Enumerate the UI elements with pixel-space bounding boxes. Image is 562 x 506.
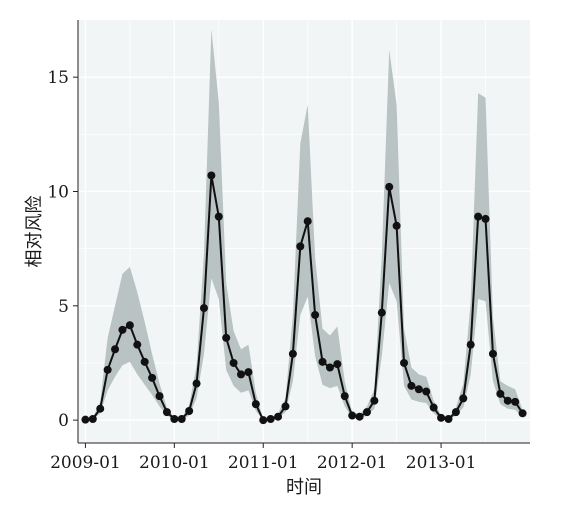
y-axis-title: 相对风险 — [24, 196, 45, 268]
axes-layer — [73, 20, 530, 448]
data-point — [474, 212, 483, 221]
data-point — [414, 385, 423, 394]
data-point — [518, 409, 527, 418]
data-point — [237, 370, 246, 379]
data-point — [155, 392, 164, 401]
data-point — [385, 182, 394, 191]
tick-labels: 0 5 10 15 2009-01 2010-01 2011-01 2012-01 2013-0… — [47, 68, 476, 473]
data-point — [133, 340, 142, 349]
data-point — [488, 349, 497, 358]
data-point — [103, 365, 112, 374]
x-tick-label: 2010-01 — [139, 453, 210, 473]
data-point — [214, 212, 223, 221]
data-point — [407, 381, 416, 390]
data-point — [400, 358, 409, 367]
data-point — [244, 368, 253, 377]
data-point — [185, 406, 194, 415]
data-point — [259, 416, 268, 425]
data-point — [377, 308, 386, 317]
data-point — [303, 217, 312, 226]
data-point — [251, 400, 260, 409]
data-point — [125, 321, 134, 330]
x-tick-label: 2009-01 — [50, 453, 121, 473]
data-point — [348, 411, 357, 420]
data-point — [311, 310, 320, 319]
data-point — [148, 373, 157, 382]
data-point — [422, 387, 431, 396]
data-point — [355, 412, 364, 421]
data-point — [296, 242, 305, 251]
data-point — [281, 402, 290, 411]
data-point — [96, 404, 105, 413]
data-point — [444, 414, 453, 423]
data-point — [199, 304, 208, 313]
data-point — [162, 408, 171, 417]
data-point — [266, 414, 275, 423]
y-tick-label: 10 — [47, 182, 69, 202]
data-point — [81, 415, 90, 424]
data-point — [111, 345, 120, 354]
x-axis-title: 时间 — [286, 477, 322, 498]
x-tick-label: 2013-01 — [406, 453, 477, 473]
data-point — [362, 408, 371, 417]
data-point — [370, 396, 379, 405]
x-tick-label: 2011-01 — [228, 453, 299, 473]
data-point — [459, 394, 468, 403]
y-tick-label: 5 — [58, 297, 69, 317]
data-point — [340, 392, 349, 401]
data-point — [177, 414, 186, 423]
data-point — [207, 171, 216, 180]
data-point — [88, 414, 97, 423]
data-point — [333, 360, 342, 369]
data-point — [451, 408, 460, 417]
data-point — [318, 357, 327, 366]
data-point — [481, 214, 490, 223]
data-point — [466, 340, 475, 349]
data-point — [503, 396, 512, 405]
data-point — [274, 412, 283, 421]
y-tick-label: 15 — [47, 68, 69, 88]
data-point — [140, 357, 149, 366]
data-point — [325, 363, 334, 372]
data-point — [118, 325, 127, 334]
data-point — [392, 221, 401, 230]
data-point — [511, 397, 520, 406]
data-point — [222, 333, 231, 342]
y-tick-label: 0 — [58, 411, 69, 431]
data-point — [170, 414, 179, 423]
data-point — [496, 389, 505, 398]
points-layer — [81, 171, 527, 425]
data-point — [437, 413, 446, 422]
data-point — [429, 403, 438, 412]
x-tick-label: 2012-01 — [317, 453, 388, 473]
data-point — [288, 349, 297, 358]
confidence-band — [85, 29, 523, 421]
data-point — [192, 379, 201, 388]
data-point — [229, 358, 238, 367]
